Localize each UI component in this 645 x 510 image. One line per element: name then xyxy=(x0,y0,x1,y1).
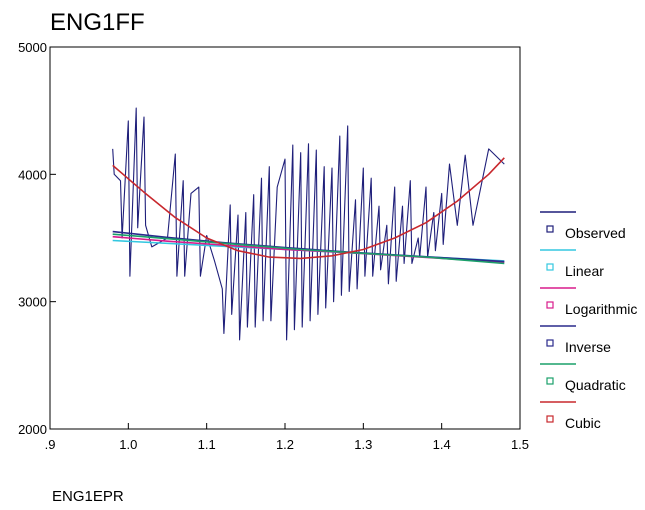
x-axis: .9 1.0 1.1 1.2 1.3 1.4 1.5 xyxy=(45,423,529,452)
series-line-cubic xyxy=(112,157,505,260)
y-tick-label: 4000 xyxy=(18,167,47,182)
x-tick-label: 1.1 xyxy=(198,437,216,452)
legend-marker-linear xyxy=(546,263,554,271)
legend-marker-logarithmic xyxy=(546,301,554,309)
legend-label-logarithmic: Logarithmic xyxy=(565,301,637,317)
y-tick-label: 2000 xyxy=(18,422,47,437)
x-tick-label: .9 xyxy=(45,437,56,452)
legend-label-cubic: Cubic xyxy=(565,415,601,431)
series-line-observed xyxy=(112,107,505,341)
x-tick-label: 1.2 xyxy=(276,437,294,452)
legend-marker-quadratic xyxy=(546,377,554,385)
legend-label-linear: Linear xyxy=(565,263,604,279)
y-axis: 2000 3000 4000 5000 xyxy=(18,40,56,437)
legend-marker-observed xyxy=(546,225,554,233)
legend-label-inverse: Inverse xyxy=(565,339,611,355)
y-tick-label: 3000 xyxy=(18,295,47,310)
y-tick-label: 5000 xyxy=(18,40,47,55)
legend-marker-inverse xyxy=(546,339,554,347)
x-tick-label: 1.5 xyxy=(511,437,529,452)
x-tick-label: 1.0 xyxy=(119,437,137,452)
legend-label-observed: Observed xyxy=(565,225,626,241)
x-tick-label: 1.3 xyxy=(354,437,372,452)
legend: Observed Linear Logarithmic Inverse Quadrati… xyxy=(540,211,637,431)
series-lines xyxy=(112,107,505,341)
x-tick-label: 1.4 xyxy=(433,437,451,452)
legend-label-quadratic: Quadratic xyxy=(565,377,626,393)
series-line-quadratic xyxy=(112,233,505,265)
chart-title: ENG1FF xyxy=(50,9,145,36)
legend-marker-cubic xyxy=(546,415,554,423)
x-axis-title: ENG1EPR xyxy=(52,488,124,505)
